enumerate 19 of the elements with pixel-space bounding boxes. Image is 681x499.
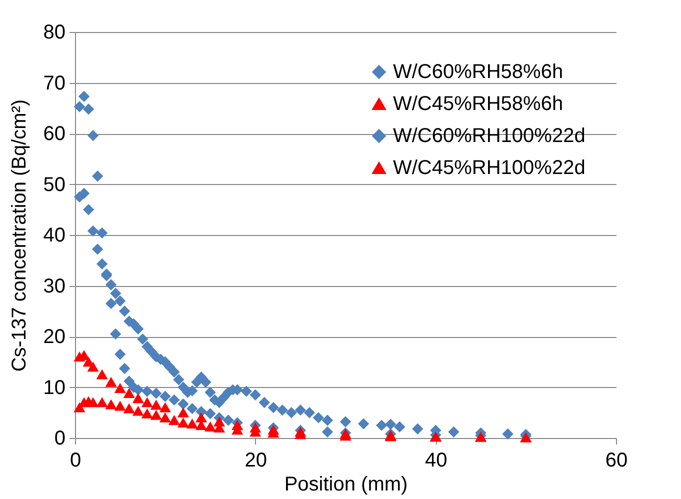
- y-tick-label: 50: [43, 174, 66, 196]
- y-tick-label: 10: [43, 376, 66, 399]
- y-tick-label: 20: [43, 326, 66, 348]
- x-tick-label: 0: [70, 450, 82, 472]
- y-tick-label: 60: [43, 123, 66, 145]
- legend-label: W/C60%RH100%22d: [393, 125, 586, 147]
- y-tick-label: 30: [43, 275, 66, 298]
- x-tick-label: 60: [605, 450, 628, 472]
- x-tick-label: 20: [244, 450, 267, 472]
- y-tick-label: 70: [43, 72, 66, 94]
- y-tick-label: 40: [43, 224, 66, 246]
- y-axis-title: Cs-137 concentration (Bq/cm²): [8, 99, 30, 372]
- legend-label: W/C45%RH58%6h: [393, 93, 564, 115]
- y-tick-label: 0: [54, 428, 66, 450]
- x-axis-title: Position (mm): [284, 474, 408, 496]
- x-tick-label: 40: [425, 450, 448, 472]
- y-tick-label: 80: [43, 22, 66, 44]
- legend-label: W/C45%RH100%22d: [393, 157, 586, 179]
- legend-label: W/C60%RH58%6h: [393, 61, 564, 83]
